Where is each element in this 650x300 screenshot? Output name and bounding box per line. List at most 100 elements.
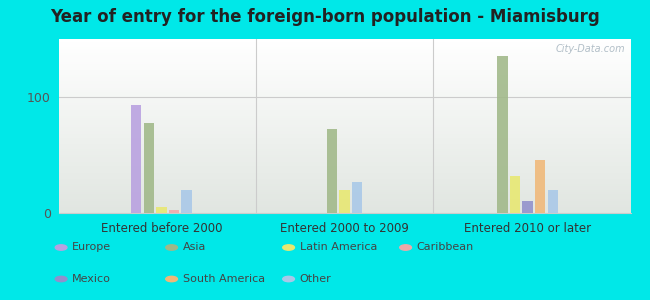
Text: Asia: Asia bbox=[183, 242, 206, 253]
Bar bbox=[58, 115, 630, 117]
Bar bbox=[58, 182, 630, 185]
Bar bbox=[58, 67, 630, 70]
Bar bbox=[58, 159, 630, 161]
Bar bbox=[58, 78, 630, 80]
Bar bbox=[327, 130, 337, 213]
Bar bbox=[58, 187, 630, 189]
Bar bbox=[58, 148, 630, 150]
Bar bbox=[58, 126, 630, 128]
Bar bbox=[58, 109, 630, 111]
Bar bbox=[58, 204, 630, 206]
Bar bbox=[58, 194, 630, 196]
Bar bbox=[58, 189, 630, 191]
Bar bbox=[58, 180, 630, 182]
Bar bbox=[58, 198, 630, 200]
Bar bbox=[58, 202, 630, 204]
Bar bbox=[58, 128, 630, 130]
Bar bbox=[352, 182, 362, 213]
Bar bbox=[58, 52, 630, 54]
Bar bbox=[58, 41, 630, 43]
Bar bbox=[58, 150, 630, 152]
Bar bbox=[58, 161, 630, 163]
Bar bbox=[58, 196, 630, 198]
Bar bbox=[58, 102, 630, 104]
Bar bbox=[58, 119, 630, 122]
Bar bbox=[58, 122, 630, 124]
Text: Caribbean: Caribbean bbox=[417, 242, 474, 253]
Text: Other: Other bbox=[300, 274, 332, 284]
Bar bbox=[58, 137, 630, 139]
Bar bbox=[58, 70, 630, 72]
Bar bbox=[58, 80, 630, 83]
Bar bbox=[58, 139, 630, 141]
Bar bbox=[58, 113, 630, 115]
Bar bbox=[58, 209, 630, 211]
Bar bbox=[58, 141, 630, 143]
Bar bbox=[58, 85, 630, 87]
Bar bbox=[58, 200, 630, 202]
Bar bbox=[58, 152, 630, 154]
Bar bbox=[169, 209, 179, 213]
Bar bbox=[58, 74, 630, 76]
Bar bbox=[58, 178, 630, 180]
Bar bbox=[58, 65, 630, 67]
Bar bbox=[58, 91, 630, 93]
Bar bbox=[58, 133, 630, 135]
Bar bbox=[58, 156, 630, 159]
Bar bbox=[58, 172, 630, 174]
Bar bbox=[58, 48, 630, 50]
Bar bbox=[58, 130, 630, 133]
Bar bbox=[58, 124, 630, 126]
Bar bbox=[58, 39, 630, 41]
Bar bbox=[58, 169, 630, 172]
Bar bbox=[58, 98, 630, 100]
Bar bbox=[58, 76, 630, 78]
Bar bbox=[535, 160, 545, 213]
Bar bbox=[510, 176, 520, 213]
Bar bbox=[58, 143, 630, 146]
Bar bbox=[339, 190, 350, 213]
Text: South America: South America bbox=[183, 274, 265, 284]
Bar bbox=[131, 105, 142, 213]
Bar bbox=[58, 106, 630, 109]
Bar bbox=[144, 122, 154, 213]
Text: Latin America: Latin America bbox=[300, 242, 377, 253]
Bar bbox=[58, 93, 630, 95]
Bar bbox=[58, 61, 630, 63]
Bar bbox=[58, 104, 630, 106]
Text: Year of entry for the foreign-born population - Miamisburg: Year of entry for the foreign-born popul… bbox=[50, 8, 600, 26]
Bar bbox=[58, 135, 630, 137]
Text: Europe: Europe bbox=[72, 242, 111, 253]
Bar bbox=[58, 165, 630, 167]
Text: Mexico: Mexico bbox=[72, 274, 111, 284]
Bar bbox=[58, 100, 630, 102]
Bar bbox=[58, 56, 630, 58]
Bar bbox=[58, 176, 630, 178]
Bar bbox=[58, 167, 630, 169]
Bar bbox=[181, 190, 192, 213]
Bar bbox=[58, 46, 630, 48]
Bar bbox=[58, 89, 630, 91]
Bar bbox=[58, 111, 630, 113]
Bar bbox=[58, 206, 630, 209]
Bar bbox=[58, 185, 630, 187]
Bar bbox=[156, 207, 166, 213]
Bar bbox=[58, 44, 630, 46]
Bar bbox=[58, 154, 630, 157]
Bar bbox=[58, 63, 630, 65]
Bar bbox=[58, 211, 630, 213]
Bar bbox=[58, 87, 630, 89]
Bar bbox=[58, 72, 630, 74]
Bar bbox=[58, 117, 630, 119]
Bar bbox=[58, 191, 630, 194]
Bar bbox=[58, 96, 630, 98]
Bar bbox=[58, 58, 630, 61]
Bar bbox=[497, 56, 508, 213]
Bar bbox=[58, 146, 630, 148]
Bar bbox=[58, 174, 630, 176]
Bar bbox=[58, 82, 630, 85]
Bar bbox=[58, 54, 630, 56]
Bar bbox=[58, 163, 630, 165]
Text: City-Data.com: City-Data.com bbox=[555, 44, 625, 54]
Bar bbox=[58, 50, 630, 52]
